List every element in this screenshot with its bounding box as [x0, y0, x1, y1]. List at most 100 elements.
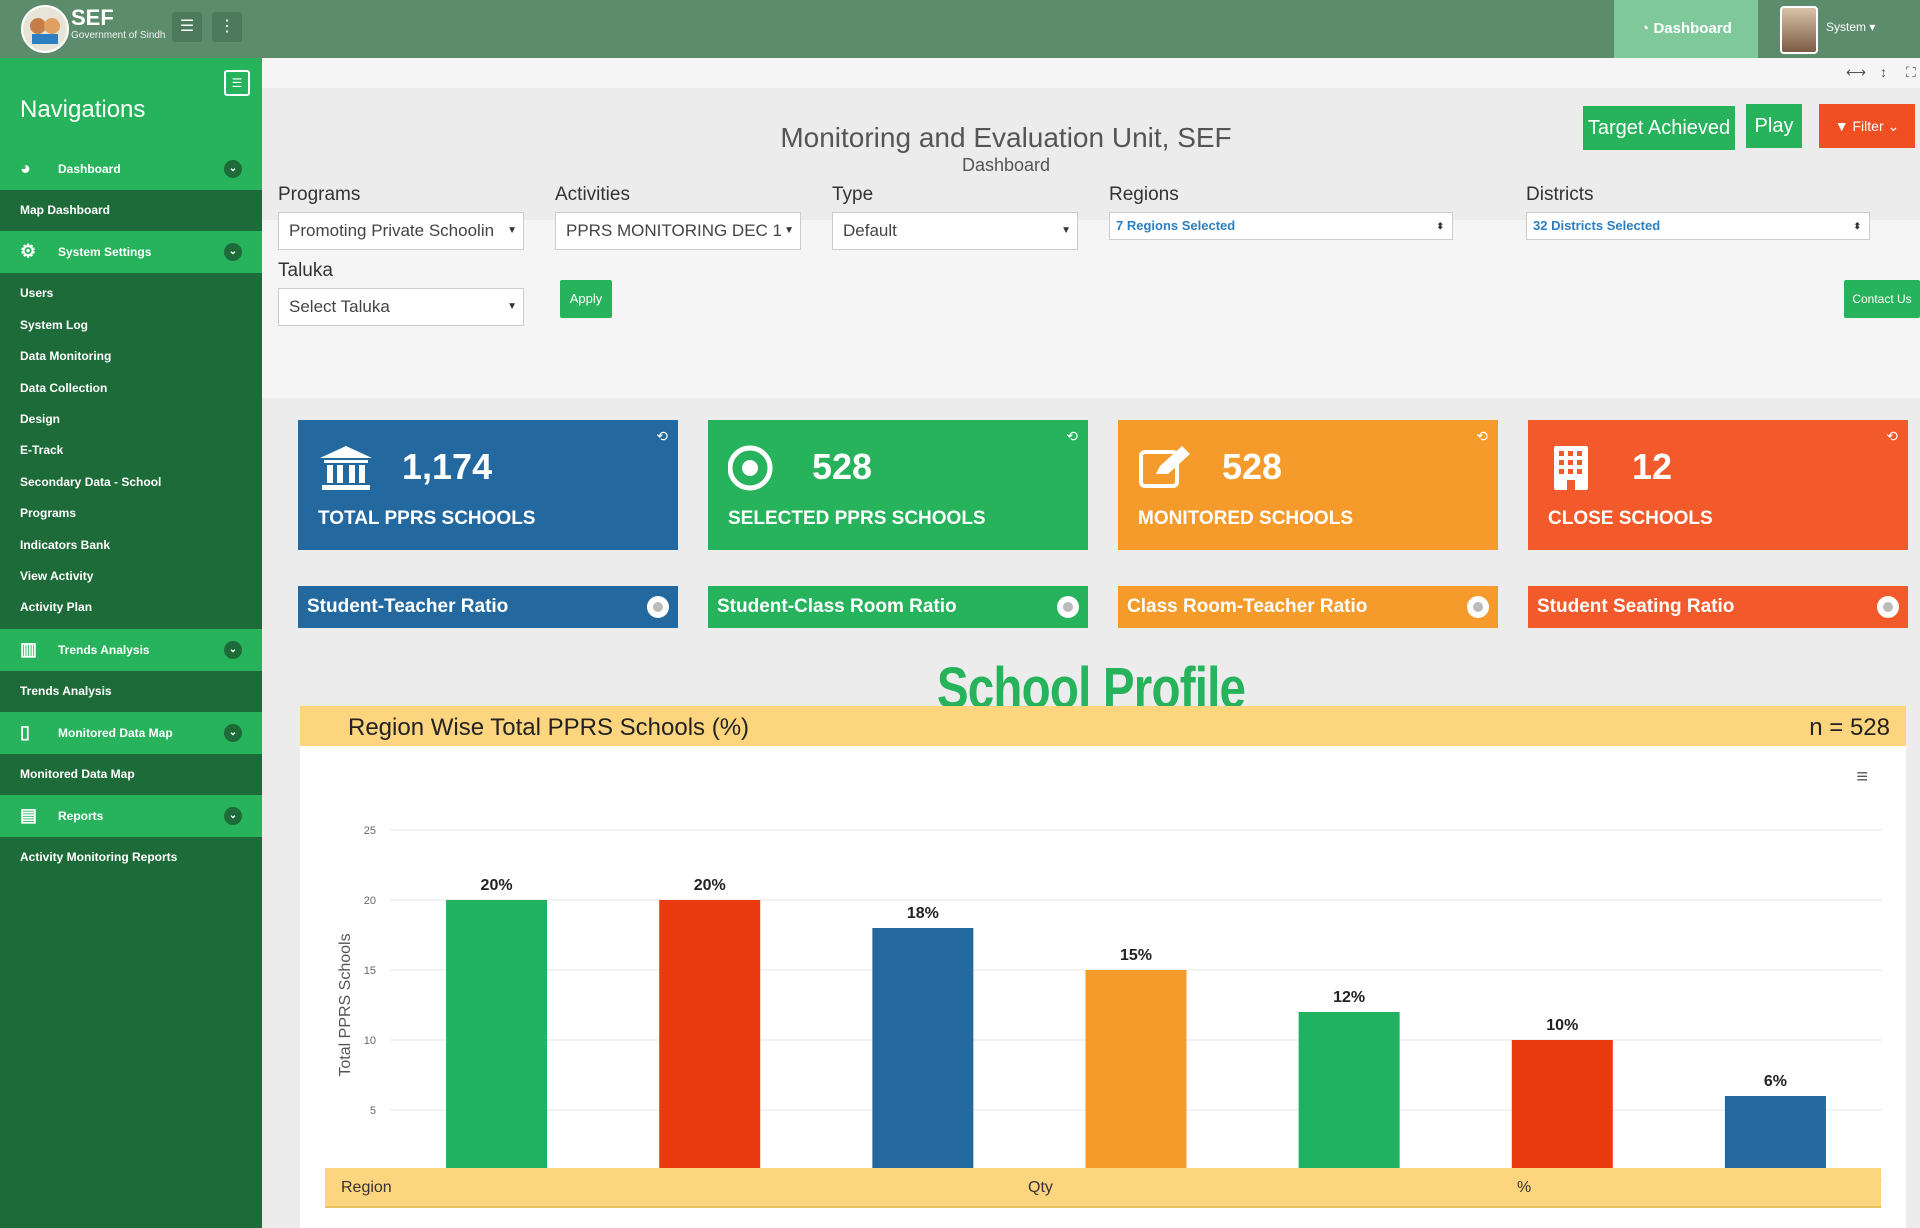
- apply-button[interactable]: Apply: [560, 280, 612, 318]
- chevron-down-icon[interactable]: ⌄: [224, 160, 242, 178]
- activities-select[interactable]: PPRS MONITORING DEC 17 ▼: [555, 212, 801, 250]
- dashboard-button-label: Dashboard: [1653, 20, 1732, 37]
- stat-card[interactable]: 528 MONITORED SCHOOLS ⟲: [1118, 420, 1498, 550]
- sidebar-header: Navigations ☰: [0, 58, 262, 148]
- sidebar-collapse-icon[interactable]: ☰: [224, 70, 250, 96]
- sidebar-section-4[interactable]: ▤ Reports ⌄: [0, 795, 262, 838]
- sidebar: Navigations ☰ ◕ Dashboard ⌄ Map Dashboard ⚙ S…: [0, 58, 262, 1228]
- y-tick-label: 25: [364, 825, 376, 837]
- dashboard-icon: ◔: [1640, 20, 1650, 37]
- data-label: 12%: [1333, 989, 1365, 1006]
- chart-menu-icon[interactable]: ≡: [1856, 766, 1868, 788]
- stat-value: 1,174: [402, 446, 493, 487]
- contact-us-button[interactable]: Contact Us: [1844, 280, 1920, 318]
- chart-n-label: n = 528: [1809, 714, 1890, 741]
- stat-label: SELECTED PPRS SCHOOLS: [728, 508, 986, 529]
- sidebar-item[interactable]: Monitored Data Map: [20, 767, 135, 782]
- activities-label: Activities: [555, 184, 630, 205]
- menu-toggle-button[interactable]: ☰: [172, 12, 202, 42]
- sidebar-item[interactable]: Indicators Bank: [20, 537, 111, 552]
- y-axis-label: Total PPRS Schools: [337, 933, 354, 1076]
- brand-name: SEF: [71, 5, 114, 30]
- user-menu[interactable]: System ▾: [1760, 0, 1920, 58]
- sidebar-item[interactable]: Programs: [20, 506, 77, 521]
- target-achieved-button[interactable]: Target Achieved: [1583, 106, 1735, 150]
- bank-icon: [318, 444, 374, 492]
- bar-chart-icon: ▥: [20, 638, 38, 659]
- horizontal-resize-icon[interactable]: ⟷: [1846, 64, 1867, 80]
- refresh-icon[interactable]: ⟲: [1066, 428, 1078, 444]
- dashboard-button[interactable]: ◔ Dashboard: [1614, 0, 1758, 58]
- sidebar-section-3[interactable]: ▯ Monitored Data Map ⌄: [0, 712, 262, 755]
- chevron-down-icon[interactable]: ⌄: [224, 640, 242, 659]
- stat-value: 528: [812, 446, 873, 487]
- column-percent: %: [1517, 1179, 1532, 1196]
- regions-multiselect[interactable]: 7 Regions Selected ⬍: [1109, 212, 1453, 240]
- more-options-button[interactable]: ⋮: [212, 12, 242, 42]
- sidebar-item[interactable]: Map Dashboard: [20, 203, 111, 217]
- refresh-icon[interactable]: ⟲: [1476, 428, 1488, 444]
- gear-icon: ⚙: [20, 241, 37, 262]
- sidebar-item[interactable]: Data Collection: [20, 380, 108, 395]
- vertical-resize-icon[interactable]: ↕: [1880, 64, 1887, 80]
- sidebar-section-1[interactable]: ⚙ System Settings ⌄: [0, 231, 262, 274]
- chart-header: Region Wise Total PPRS Schools (%) n = 5…: [300, 706, 1906, 746]
- taluka-select[interactable]: Select Taluka ▼: [278, 288, 524, 326]
- sidebar-section-2[interactable]: ▥ Trends Analysis ⌄: [0, 628, 262, 671]
- play-button[interactable]: Play: [1746, 104, 1802, 148]
- programs-select[interactable]: Promoting Private Schooling ▼: [278, 212, 524, 250]
- reports-icon: ▤: [20, 805, 38, 826]
- dropdown-arrow-icon: ▼: [507, 301, 517, 312]
- sidebar-item[interactable]: Activity Plan: [20, 600, 93, 615]
- ratio-label: Student-Teacher Ratio: [307, 596, 509, 617]
- filter-button[interactable]: ▼ Filter ⌄: [1819, 104, 1915, 148]
- toggle-icon[interactable]: [1057, 596, 1079, 618]
- toggle-icon[interactable]: [647, 596, 669, 618]
- sidebar-item[interactable]: Trends Analysis: [20, 683, 112, 698]
- sidebar-item[interactable]: Secondary Data - School: [20, 474, 162, 489]
- fullscreen-icon[interactable]: ⛶: [1906, 64, 1916, 80]
- ratio-bar[interactable]: Student Seating Ratio: [1528, 586, 1908, 628]
- refresh-icon[interactable]: ⟲: [1886, 428, 1898, 444]
- sidebar-item[interactable]: Data Monitoring: [20, 349, 112, 364]
- sidebar-item[interactable]: Activity Monitoring Reports: [20, 850, 178, 865]
- ratio-bar[interactable]: Student-Class Room Ratio: [708, 586, 1088, 628]
- stat-card[interactable]: 12 CLOSE SCHOOLS ⟲: [1528, 420, 1908, 550]
- toggle-icon[interactable]: [1467, 596, 1489, 618]
- type-select[interactable]: Default ▼: [832, 212, 1078, 250]
- sidebar-menu: ◕ Dashboard ⌄ Map Dashboard ⚙ System Settings…: [0, 148, 262, 879]
- chevron-down-icon[interactable]: ⌄: [224, 243, 242, 262]
- stat-card[interactable]: 528 SELECTED PPRS SCHOOLS ⟲: [708, 420, 1088, 550]
- bar: [1085, 970, 1187, 1180]
- sidebar-section-0[interactable]: ◕ Dashboard ⌄: [0, 148, 262, 190]
- sidebar-item[interactable]: E-Track: [20, 443, 64, 458]
- sidebar-section-label: Trends Analysis: [58, 642, 150, 657]
- data-label: 6%: [1764, 1073, 1787, 1090]
- ratio-bar[interactable]: Student-Teacher Ratio: [298, 586, 678, 628]
- funnel-icon: ▼: [1834, 118, 1849, 134]
- districts-multiselect[interactable]: 32 Districts Selected ⬍: [1526, 212, 1870, 240]
- ratio-bar[interactable]: Class Room-Teacher Ratio: [1118, 586, 1498, 628]
- page-subtitle: Dashboard: [961, 155, 1051, 175]
- stat-card[interactable]: 1,174 TOTAL PPRS SCHOOLS ⟲: [298, 420, 678, 550]
- sidebar-item[interactable]: Users: [20, 286, 54, 301]
- refresh-icon[interactable]: ⟲: [656, 428, 668, 444]
- sidebar-item[interactable]: View Activity: [20, 568, 94, 583]
- sidebar-group: Users System Log Data Monitoring Data Colle…: [0, 273, 262, 628]
- dashboard-icon: ◕: [20, 158, 31, 178]
- chevron-down-icon[interactable]: ⌄: [224, 807, 242, 826]
- chevron-down-icon[interactable]: ⌄: [224, 724, 242, 743]
- sidebar-group: Activity Monitoring Reports: [0, 837, 262, 878]
- toggle-icon[interactable]: [1877, 596, 1899, 618]
- sidebar-item[interactable]: System Log: [20, 317, 89, 332]
- target-icon: [727, 444, 784, 492]
- type-label: Type: [832, 184, 874, 205]
- column-qty: Qty: [1028, 1179, 1053, 1196]
- sef-logo[interactable]: [20, 4, 70, 54]
- sidebar-group: Map Dashboard: [0, 190, 262, 231]
- sidebar-title: Navigations: [20, 96, 146, 123]
- edit-icon: [1138, 444, 1194, 492]
- sidebar-item[interactable]: Design: [20, 411, 61, 426]
- filters-panel: [262, 220, 1920, 398]
